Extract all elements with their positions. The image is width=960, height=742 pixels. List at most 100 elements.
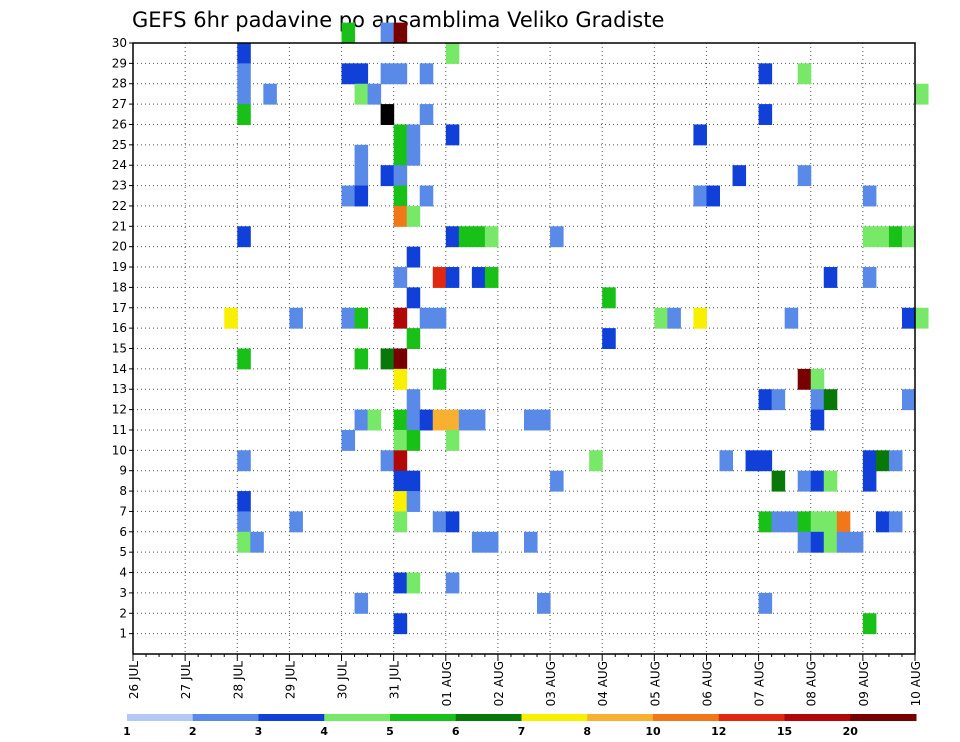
heatmap-cell bbox=[419, 307, 434, 329]
colorbar-label: 20 bbox=[843, 725, 859, 738]
heatmap-cell bbox=[380, 450, 395, 472]
heatmap-cell bbox=[367, 83, 382, 105]
heatmap-cell bbox=[810, 409, 825, 431]
heatmap-cell bbox=[550, 226, 564, 248]
heatmap-cell bbox=[393, 450, 408, 472]
heatmap-cell bbox=[341, 429, 356, 451]
heatmap-cell bbox=[393, 348, 408, 370]
heatmap-cell bbox=[419, 104, 434, 125]
heatmap-cell bbox=[237, 348, 251, 370]
y-tick-label: 3 bbox=[119, 586, 127, 600]
heatmap-cell bbox=[406, 572, 421, 594]
heatmap-cell bbox=[797, 368, 812, 390]
colorbar-label: 12 bbox=[711, 725, 726, 738]
heatmap-cell bbox=[758, 450, 773, 472]
colorbar-swatch bbox=[784, 714, 851, 721]
x-tick-label: 30 JUL bbox=[336, 661, 350, 699]
heatmap-cell bbox=[393, 511, 408, 533]
heatmap-cell bbox=[354, 307, 369, 329]
heatmap-cell bbox=[393, 22, 408, 44]
colorbar-swatch bbox=[718, 714, 785, 721]
x-axis-ticks: 26 JUL 27 JUL 28 JUL 29 JUL 30 JUL 31 JUL 01 A… bbox=[127, 654, 923, 706]
heatmap-cell bbox=[550, 470, 564, 492]
heatmap-cell bbox=[341, 63, 356, 85]
colorbar-swatch bbox=[324, 714, 391, 721]
y-tick-label: 29 bbox=[112, 56, 127, 70]
heatmap-cell bbox=[380, 22, 395, 44]
x-tick-label: 31 JUL bbox=[388, 661, 402, 699]
x-tick-label: 09 AUG bbox=[857, 661, 871, 706]
heatmap-cell bbox=[797, 63, 812, 85]
heatmap-cell bbox=[888, 450, 903, 472]
heatmap-cell bbox=[354, 409, 369, 431]
x-tick-label: 26 JUL bbox=[127, 661, 141, 699]
heatmap-cell bbox=[380, 63, 395, 85]
colorbar-label: 2 bbox=[189, 725, 197, 738]
heatmap-cell bbox=[432, 267, 447, 288]
y-tick-label: 23 bbox=[112, 179, 127, 193]
heatmap-cell bbox=[445, 226, 460, 248]
heatmap-cell bbox=[393, 63, 408, 85]
heatmap-cell bbox=[406, 144, 421, 166]
heatmap-cell bbox=[836, 531, 851, 553]
heatmap-cell bbox=[406, 389, 421, 411]
heatmap-cell bbox=[393, 409, 408, 431]
heatmap-cell bbox=[393, 368, 408, 390]
heatmap-cell bbox=[445, 124, 460, 146]
heatmap-cell bbox=[458, 409, 473, 431]
y-tick-label: 1 bbox=[119, 627, 127, 641]
y-tick-label: 4 bbox=[119, 566, 127, 580]
heatmap-cell bbox=[419, 409, 434, 431]
heatmap-cell bbox=[354, 83, 369, 105]
heatmap-cell bbox=[419, 63, 434, 85]
heatmap-cell bbox=[380, 165, 395, 187]
colorbar-label: 7 bbox=[518, 725, 526, 738]
heatmap-cell bbox=[237, 531, 251, 553]
heatmap-cell bbox=[393, 124, 408, 146]
heatmap-cell bbox=[393, 429, 408, 451]
cells-layer bbox=[224, 22, 929, 635]
heatmap-cell bbox=[237, 83, 251, 105]
heatmap-cell bbox=[745, 450, 760, 472]
y-tick-label: 27 bbox=[112, 97, 127, 111]
heatmap-cell bbox=[810, 470, 825, 492]
heatmap-cell bbox=[823, 389, 838, 411]
heatmap-cell bbox=[445, 572, 460, 594]
x-tick-label: 06 AUG bbox=[700, 661, 714, 706]
heatmap-cell bbox=[419, 185, 434, 207]
x-tick-label: 08 AUG bbox=[805, 661, 819, 706]
x-tick-label: 27 JUL bbox=[179, 661, 193, 699]
x-tick-label: 03 AUG bbox=[544, 661, 558, 706]
heatmap-cell bbox=[693, 185, 707, 207]
heatmap-cell bbox=[432, 307, 447, 329]
heatmap-cell bbox=[732, 165, 747, 187]
heatmap-cell bbox=[393, 470, 408, 492]
y-tick-label: 14 bbox=[112, 362, 127, 376]
heatmap-cell bbox=[719, 450, 734, 472]
heatmap-cell bbox=[484, 267, 499, 288]
heatmap-cell bbox=[797, 470, 812, 492]
heatmap-cell bbox=[589, 450, 603, 472]
heatmap-cell bbox=[393, 491, 408, 512]
colorbar-swatch bbox=[653, 714, 720, 721]
y-tick-label: 17 bbox=[112, 301, 127, 315]
heatmap-cell bbox=[406, 491, 421, 512]
x-tick-label: 02 AUG bbox=[492, 661, 506, 706]
heatmap-cell bbox=[810, 368, 825, 390]
heatmap-cell bbox=[758, 104, 773, 125]
x-tick-label: 28 JUL bbox=[231, 661, 245, 699]
heatmap-cell bbox=[875, 450, 890, 472]
x-tick-label: 01 AUG bbox=[440, 661, 454, 706]
heatmap-cell bbox=[524, 531, 538, 553]
heatmap-cell bbox=[810, 531, 825, 553]
heatmap-cell bbox=[354, 348, 369, 370]
heatmap-cell bbox=[915, 83, 929, 105]
heatmap-cell bbox=[393, 267, 408, 288]
heatmap-cell bbox=[901, 389, 916, 411]
colorbar-swatch bbox=[192, 714, 259, 721]
heatmap-cell bbox=[432, 511, 447, 533]
heatmap-cell bbox=[471, 409, 486, 431]
heatmap-cell bbox=[237, 491, 251, 512]
heatmap-cell bbox=[237, 63, 251, 85]
